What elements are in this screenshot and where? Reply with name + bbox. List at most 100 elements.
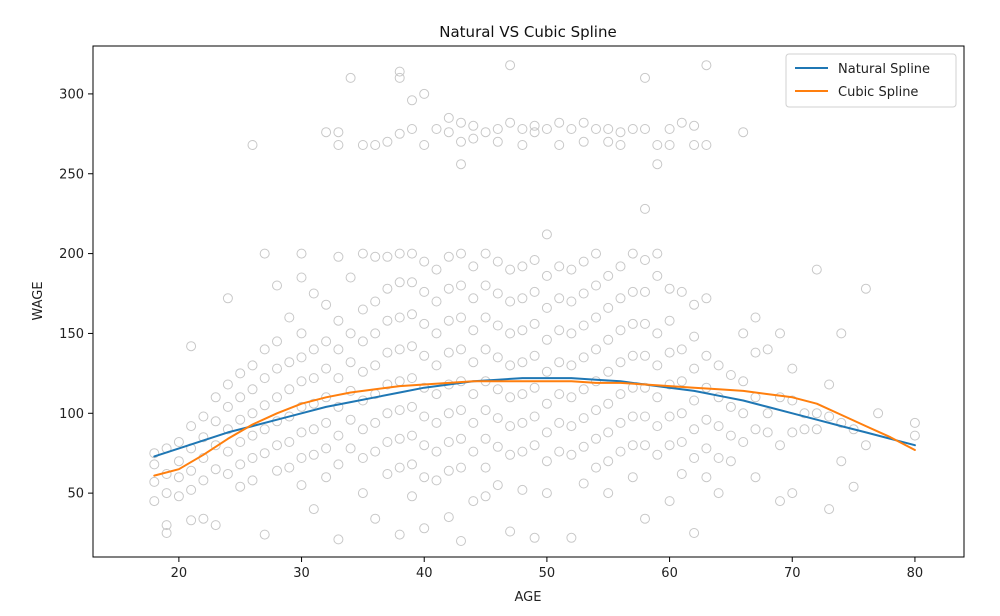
y-tick-label: 50	[67, 487, 84, 502]
x-axis-ticks: 20 30 40 50 60 70 80	[171, 557, 923, 581]
scatter-point	[664, 124, 675, 134]
scatter-point	[554, 261, 565, 272]
scatter-point	[186, 515, 197, 526]
scatter-point	[578, 478, 589, 489]
scatter-point	[296, 376, 307, 387]
scatter-point	[578, 384, 589, 395]
scatter-point	[284, 462, 295, 473]
scatter-point	[407, 459, 417, 470]
scatter-point	[272, 280, 282, 291]
scatter-point	[382, 469, 393, 479]
scatter-point	[235, 414, 246, 425]
scatter-point	[296, 401, 307, 412]
scatter-point	[308, 288, 319, 299]
scatter-point	[272, 440, 282, 451]
scatter-point	[456, 136, 466, 147]
scatter-point	[357, 453, 368, 463]
scatter-point	[627, 472, 638, 483]
scatter-point	[247, 360, 258, 371]
scatter-point	[149, 476, 160, 487]
scatter-point	[652, 248, 663, 259]
scatter-point	[566, 124, 577, 134]
scatter-point	[308, 424, 319, 435]
scatter-point	[407, 373, 417, 384]
scatter-point	[259, 248, 270, 259]
scatter-point	[345, 328, 356, 339]
scatter-point	[676, 117, 687, 128]
scatter-point	[407, 309, 417, 320]
scatter-point	[554, 117, 565, 128]
scatter-point	[492, 124, 503, 134]
scatter-point	[787, 395, 798, 406]
scatter-point	[836, 456, 847, 467]
scatter-point	[333, 251, 344, 262]
scatter-point	[529, 411, 540, 422]
scatter-point	[762, 408, 773, 419]
scatter-point	[407, 124, 417, 134]
scatter-point	[394, 344, 405, 355]
scatter-point	[431, 296, 442, 307]
scatter-point	[517, 357, 528, 368]
spline-lines	[153, 377, 916, 477]
scatter-point	[554, 140, 565, 150]
scatter-point	[419, 318, 430, 329]
scatter-point	[505, 449, 516, 460]
scatter-point	[541, 229, 552, 240]
scatter-point	[333, 401, 344, 412]
scatter-point	[615, 127, 626, 138]
scatter-point	[541, 302, 552, 313]
scatter-point	[308, 504, 319, 515]
scatter-point	[370, 417, 381, 428]
scatter-point	[492, 441, 503, 452]
scatter-point	[419, 140, 430, 150]
scatter-point	[333, 315, 344, 326]
scatter-point	[492, 384, 503, 395]
scatter-point	[456, 312, 466, 323]
scatter-point	[456, 536, 466, 546]
scatter-point	[357, 366, 368, 377]
scatter-point	[468, 357, 479, 368]
scatter-point	[738, 328, 749, 339]
scatter-point	[308, 449, 319, 460]
scatter-point	[775, 440, 785, 451]
scatter-point	[566, 328, 577, 339]
scatter-point	[860, 440, 871, 451]
scatter-point	[492, 320, 503, 331]
scatter-point	[824, 379, 835, 390]
scatter-point	[578, 413, 589, 424]
scatter-point	[652, 360, 663, 371]
scatter-point	[591, 312, 601, 323]
scatter-point	[541, 488, 552, 499]
scatter-point	[394, 433, 405, 444]
scatter-point	[186, 341, 197, 352]
scatter-point	[676, 408, 687, 419]
scatter-point	[259, 529, 270, 540]
scatter-point	[382, 379, 393, 390]
scatter-point	[443, 465, 454, 476]
scatter-point	[370, 360, 381, 371]
scatter-point	[333, 430, 344, 441]
scatter-point	[296, 352, 307, 363]
scatter-point	[370, 446, 381, 457]
scatter-point	[529, 440, 540, 451]
scatter-point	[664, 440, 675, 451]
scatter-point	[308, 398, 319, 409]
scatter-point	[333, 373, 344, 384]
scatter-point	[345, 72, 356, 83]
scatter-point	[333, 459, 344, 470]
scatter-point	[701, 140, 712, 150]
scatter-point	[541, 124, 552, 134]
scatter-point	[676, 437, 687, 447]
scatter-point	[210, 392, 221, 403]
scatter-point	[517, 124, 528, 134]
scatter-point	[566, 532, 577, 543]
scatter-point	[603, 398, 614, 409]
scatter-point	[321, 363, 332, 374]
scatter-point	[345, 385, 356, 396]
scatter-point	[652, 140, 663, 150]
scatter-point	[284, 437, 295, 447]
scatter-point	[272, 465, 282, 476]
scatter-point	[247, 384, 258, 395]
x-tick-label: 30	[293, 566, 310, 581]
scatter-point	[468, 261, 479, 272]
